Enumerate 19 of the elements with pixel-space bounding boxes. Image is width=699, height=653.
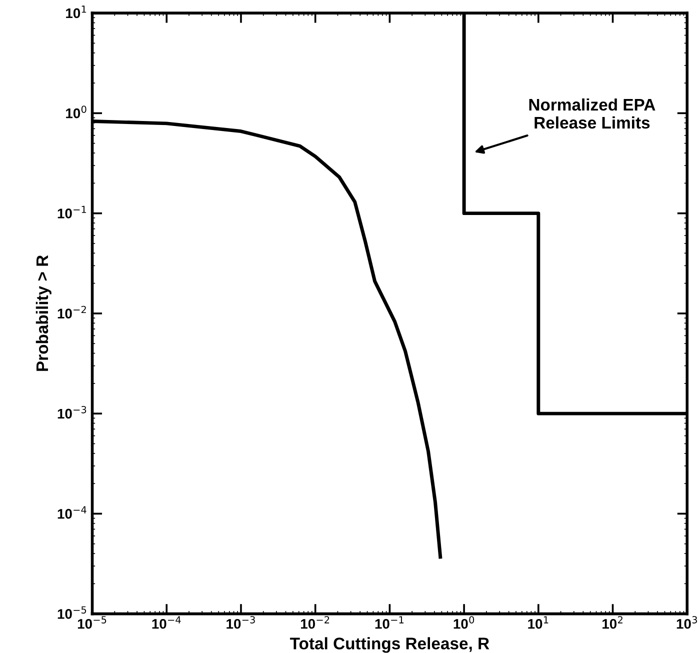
x-axis-title: Total Cuttings Release, R [290,637,490,653]
y-tick-label: 10$^{1}$ [66,6,86,18]
y-tick-label: 10$^{−3}$ [58,406,86,419]
y-tick-label: 10$^{−2}$ [58,306,86,319]
x-tick-label: 10$^{−3}$ [226,616,255,629]
x-tick-label: 10$^{1}$ [528,616,548,629]
y-tick-label: 10$^{−1}$ [58,206,86,218]
x-tick-label: 10$^{3}$ [676,616,697,629]
x-tick-label: 10$^{2}$ [602,616,622,629]
y-tick-label: 10$^{0}$ [66,106,86,118]
x-tick-label: 10$^{0}$ [454,616,474,629]
y-tick-label: 10$^{−4}$ [58,506,86,519]
x-tick-label: 10$^{−5}$ [78,616,106,629]
y-tick-label: 10$^{−5}$ [58,606,86,619]
annotation: Normalized EPA Release Limits [529,98,656,129]
x-tick-label: 10$^{−1}$ [375,616,404,629]
x-tick-label: 10$^{−4}$ [152,616,181,629]
y-axis-title: Probability > R [36,255,52,371]
x-tick-label: 10$^{−2}$ [301,616,330,629]
